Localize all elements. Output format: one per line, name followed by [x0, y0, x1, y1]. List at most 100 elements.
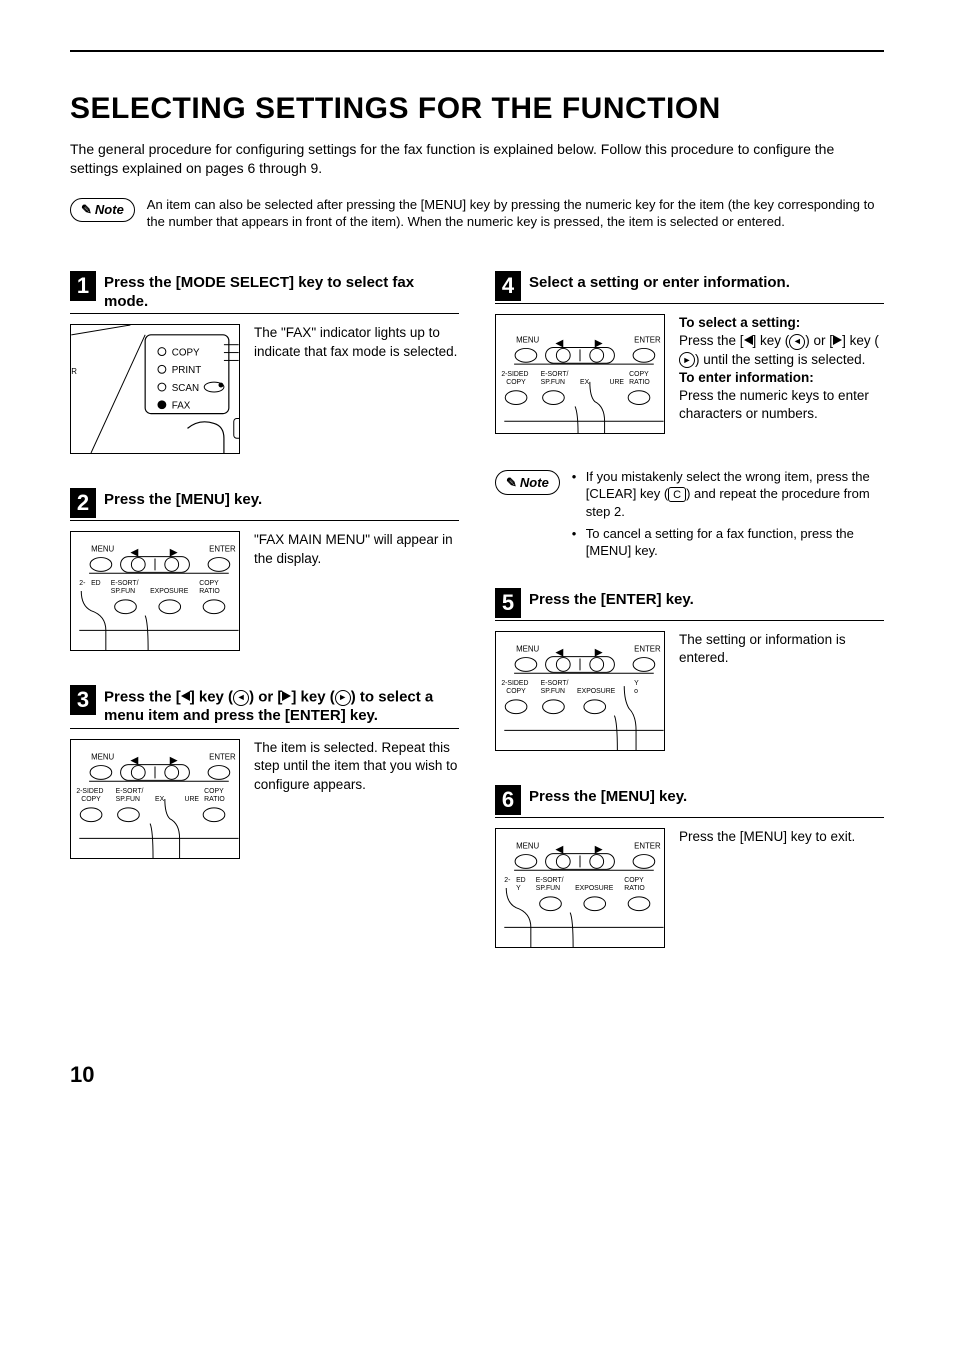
step-6-title: Press the [MENU] key. [529, 785, 687, 807]
step-5-body: MENU ENTER 2-SIDED COPY E-SORT/ [495, 631, 884, 751]
svg-text:COPY: COPY [199, 580, 219, 587]
sub-note-list: If you mistakenly select the wrong item,… [572, 468, 884, 564]
svg-text:EXPOSURE: EXPOSURE [150, 588, 189, 595]
svg-text:COPY: COPY [506, 688, 526, 695]
svg-text:SP.FUN: SP.FUN [536, 885, 560, 892]
step-1-body: COPY PRINT SCAN FAX R [70, 324, 459, 454]
mode-fax: FAX [172, 401, 191, 412]
page-title: SELECTING SETTINGS FOR THE FUNCTION [70, 92, 884, 126]
columns: 1 Press the [MODE SELECT] key to select … [70, 271, 884, 982]
step-6-body: MENU ENTER 2- ED Y E-SO [495, 828, 884, 948]
svg-text:MENU: MENU [91, 545, 114, 554]
step-2-head: 2 Press the [MENU] key. [70, 488, 459, 521]
svg-text:ENTER: ENTER [209, 753, 236, 762]
intro-text: The general procedure for configuring se… [70, 140, 884, 178]
svg-text:RATIO: RATIO [624, 885, 645, 892]
svg-text:SP.FUN: SP.FUN [111, 588, 135, 595]
step-6-illus: MENU ENTER 2- ED Y E-SO [495, 828, 665, 948]
note-label: Note [95, 202, 124, 217]
right-arrow-icon [833, 332, 842, 350]
svg-text:Y: Y [516, 885, 521, 892]
step-2-illus: MENU ENTER 2- ED E-SORT/ [70, 531, 240, 651]
sub-note: ✎Note If you mistakenly select the wrong… [495, 468, 884, 564]
svg-text:SP.FUN: SP.FUN [541, 688, 565, 695]
mode-copy: COPY [172, 348, 200, 359]
svg-text:ED: ED [516, 877, 526, 884]
step-4-illus: MENU ENTER 2-SIDED COPY E-SORT/ [495, 314, 665, 434]
svg-text:E-SORT/: E-SORT/ [536, 877, 564, 884]
sub-note-item: If you mistakenly select the wrong item,… [572, 468, 884, 521]
svg-text:COPY: COPY [624, 877, 644, 884]
step-6-head: 6 Press the [MENU] key. [495, 785, 884, 818]
svg-text:MENU: MENU [516, 841, 539, 850]
step-5-illus: MENU ENTER 2-SIDED COPY E-SORT/ [495, 631, 665, 751]
svg-text:SP.FUN: SP.FUN [116, 796, 140, 803]
clear-key-icon: C [668, 487, 686, 502]
svg-text:RATIO: RATIO [204, 796, 225, 803]
svg-text:EX: EX [155, 796, 165, 803]
step-6: 6 Press the [MENU] key. MENU ENTER [495, 785, 884, 948]
svg-text:2-SIDED: 2-SIDED [501, 371, 528, 378]
step-5-desc: The setting or information is entered. [679, 631, 884, 667]
step-4-num: 4 [495, 271, 521, 301]
svg-text:MENU: MENU [516, 335, 539, 344]
mode-scan: SCAN [172, 383, 199, 394]
step-5-head: 5 Press the [ENTER] key. [495, 588, 884, 621]
step-1-num: 1 [70, 271, 96, 301]
step-2-body: MENU ENTER 2- ED E-SORT/ [70, 531, 459, 651]
svg-text:SP.FUN: SP.FUN [541, 379, 565, 386]
step-5-title: Press the [ENTER] key. [529, 588, 694, 610]
step-3-head: 3 Press the [] key (◄) or [] key (►) to … [70, 685, 459, 729]
svg-text:o: o [634, 688, 638, 695]
svg-text:E-SORT/: E-SORT/ [116, 788, 144, 795]
left-arrow-icon [744, 332, 753, 350]
svg-text:COPY: COPY [81, 796, 101, 803]
right-circle-key-icon: ► [335, 690, 351, 706]
step-6-num: 6 [495, 785, 521, 815]
svg-text:EXPOSURE: EXPOSURE [577, 688, 616, 695]
step-4-body: MENU ENTER 2-SIDED COPY E-SORT/ [495, 314, 884, 434]
top-rule [70, 50, 884, 52]
svg-text:ENTER: ENTER [634, 841, 661, 850]
step-5-num: 5 [495, 588, 521, 618]
step-2-title: Press the [MENU] key. [104, 488, 262, 510]
svg-text:ED: ED [91, 580, 101, 587]
svg-text:2-SIDED: 2-SIDED [501, 680, 528, 687]
step-2: 2 Press the [MENU] key. MENU ENTER [70, 488, 459, 651]
note-pill: ✎Note [70, 198, 135, 222]
svg-text:URE: URE [185, 796, 200, 803]
step-3: 3 Press the [] key (◄) or [] key (►) to … [70, 685, 459, 859]
svg-text:E-SORT/: E-SORT/ [541, 680, 569, 687]
step-1-illus: COPY PRINT SCAN FAX R [70, 324, 240, 454]
step-2-desc: "FAX MAIN MENU" will appear in the displ… [254, 531, 459, 567]
svg-text:2-: 2- [504, 877, 510, 884]
top-note-box: ✎Note An item can also be selected after… [70, 196, 884, 231]
step-4-head: 4 Select a setting or enter information. [495, 271, 884, 304]
step-3-num: 3 [70, 685, 96, 715]
step-1-head: 1 Press the [MODE SELECT] key to select … [70, 271, 459, 315]
step-3-illus: MENU ENTER 2-SIDED COPY E-SORT/ [70, 739, 240, 859]
svg-text:E-SORT/: E-SORT/ [541, 371, 569, 378]
sub-note-item: To cancel a setting for a fax function, … [572, 525, 884, 560]
svg-text:RATIO: RATIO [199, 588, 220, 595]
left-column: 1 Press the [MODE SELECT] key to select … [70, 271, 459, 982]
svg-text:ENTER: ENTER [209, 545, 236, 554]
svg-text:URE: URE [610, 379, 625, 386]
mode-print: PRINT [172, 366, 202, 377]
svg-text:COPY: COPY [629, 371, 649, 378]
left-circle-key-icon: ◄ [233, 690, 249, 706]
right-circle-key-icon: ► [679, 352, 695, 368]
step-1-title: Press the [MODE SELECT] key to select fa… [104, 271, 459, 312]
svg-text:EXPOSURE: EXPOSURE [575, 885, 614, 892]
step-3-desc: The item is selected. Repeat this step u… [254, 739, 459, 794]
svg-text:ENTER: ENTER [634, 335, 661, 344]
svg-text:EX: EX [580, 379, 590, 386]
right-column: 4 Select a setting or enter information.… [495, 271, 884, 982]
svg-text:2-SIDED: 2-SIDED [76, 788, 103, 795]
step-3-body: MENU ENTER 2-SIDED COPY E-SORT/ [70, 739, 459, 859]
svg-text:2-: 2- [79, 580, 85, 587]
page-number: 10 [70, 1062, 884, 1088]
step-4-title: Select a setting or enter information. [529, 271, 790, 293]
step-3-title: Press the [] key (◄) or [] key (►) to se… [104, 685, 459, 726]
svg-text:COPY: COPY [506, 379, 526, 386]
